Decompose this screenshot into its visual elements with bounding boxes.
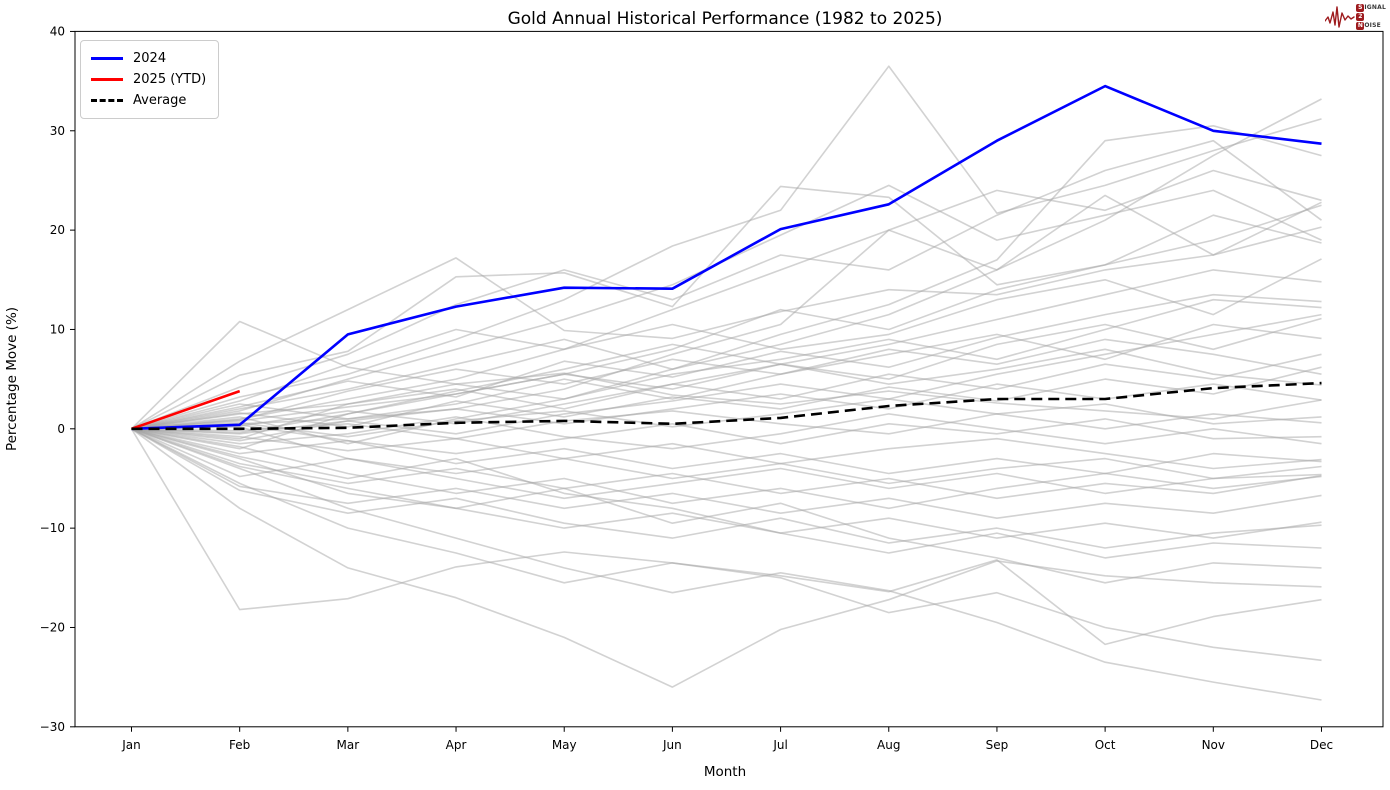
x-tick-label: Oct [1095,738,1116,752]
x-tick-label: Jan [121,738,141,752]
series-line-1990 [131,258,1322,430]
series-line-2005 [131,428,1322,500]
brand-row: 2 [1356,12,1386,21]
series-line-2001 [131,428,1322,470]
y-tick-label: −10 [40,521,65,535]
series-line-2002 [131,428,1322,475]
series-line-2015 [131,139,1322,430]
y-tick-label: 10 [50,322,65,336]
series-line-1989 [131,214,1322,450]
legend-item-2024: 2024 [91,48,206,69]
series-line-2019 [131,338,1322,430]
plot-border [74,30,1384,728]
brand-badge: 2 [1356,12,1365,21]
series-line-2008 [131,428,1322,539]
series-line-2007 [131,428,1322,520]
brand-row: S IGNAL [1356,3,1386,12]
brand-rest-text: IGNAL [1364,4,1386,11]
brand-waveform-icon [1325,5,1356,28]
x-tick-label: Aug [877,738,900,752]
series-line-1985 [131,65,1322,430]
x-tick-label: Feb [229,738,250,752]
x-tick-label: Sep [986,738,1009,752]
legend-item-2025-ytd-: 2025 (YTD) [91,69,206,90]
legend-line-sample [91,99,123,102]
y-tick-label: 30 [50,124,65,138]
series-line-2025-ytd- [131,389,241,431]
axes-layer: Jan Feb Mar Apr May Jun Jul Aug Sep Oct Nov Dec −30 −… [40,24,1384,752]
series-line-1986 [131,98,1322,430]
brand-logo: S IGNAL 2 N OISE [1325,3,1386,30]
series-line-2022 [131,313,1322,442]
x-tick-label: May [552,738,577,752]
series-line-2020 [131,343,1322,434]
series-line-2013 [131,428,1322,701]
legend-line-sample [91,78,123,81]
series-line-1999 [131,418,1322,455]
y-tick-label: 0 [57,422,65,436]
x-tick-label: Nov [1202,738,1225,752]
series-line-2023 [131,293,1322,430]
legend-label: Average [133,93,187,108]
chart-title: Gold Annual Historical Performance (1982… [508,9,943,29]
series-line-2009 [131,428,1322,549]
series-layer [130,65,1322,701]
legend-label: 2025 (YTD) [133,72,207,87]
series-line-average [131,381,1322,431]
y-tick-label: 40 [50,24,65,38]
series-line-2014 [131,169,1322,430]
x-tick-label: Jun [662,738,682,752]
x-tick-label: Mar [337,738,360,752]
y-tick-label: −20 [40,620,65,634]
x-axis-label: Month [704,764,746,780]
series-line-2012 [131,428,1322,662]
x-tick-label: Apr [446,738,467,752]
brand-badge: S [1356,3,1365,12]
chart-legend: 2024 2025 (YTD) Average [80,40,220,119]
x-tick-label: Jul [772,738,787,752]
series-line-2018 [131,428,1322,584]
series-line-2011 [130,428,1322,646]
brand-text: S IGNAL 2 N OISE [1356,3,1386,30]
series-line-1988 [131,125,1322,430]
series-line-1991 [131,269,1322,430]
series-line-2010 [131,428,1322,688]
legend-label: 2024 [133,51,167,66]
series-line-2006 [131,428,1322,510]
series-line-2004 [131,428,1322,500]
series-line-1983 [131,226,1322,430]
x-tick-label: Dec [1310,738,1333,752]
series-line-1995 [131,353,1322,430]
brand-rest-text: OISE [1364,22,1381,29]
legend-item-average: Average [91,90,206,111]
brand-badge: N [1356,21,1365,30]
series-line-2003 [131,425,1322,485]
y-tick-label: −30 [40,720,65,734]
series-line-1984 [131,185,1322,430]
series-line-2000 [131,413,1322,450]
series-line-2017 [131,428,1322,559]
series-line-1993 [131,317,1322,440]
y-axis-label: Percentage Move (%) [4,307,20,451]
series-line-2024 [131,84,1322,431]
legend-line-sample [91,57,123,60]
y-tick-label: 20 [50,223,65,237]
brand-row: N OISE [1356,21,1386,30]
